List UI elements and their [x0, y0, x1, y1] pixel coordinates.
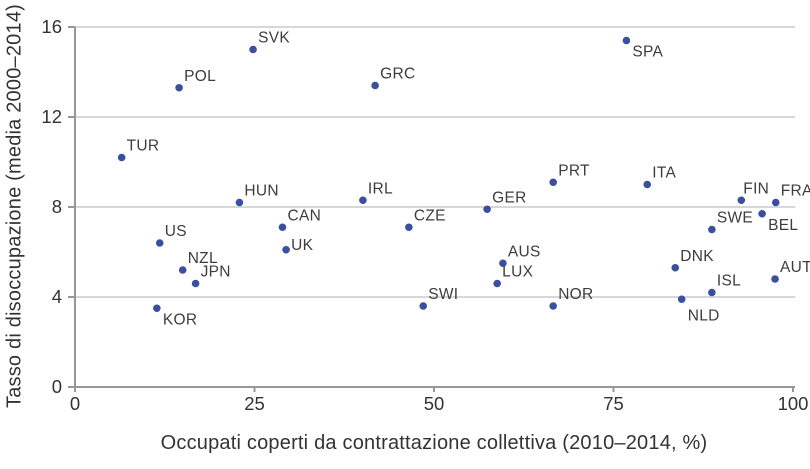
data-point-kor	[153, 304, 161, 313]
y-tick-label: 4	[52, 286, 62, 307]
point-label-uk: UK	[291, 237, 313, 254]
point-label-aut: AUT	[780, 259, 810, 276]
data-point-nor	[549, 302, 557, 310]
x-tick-label: 25	[244, 393, 265, 414]
point-label-aus: AUS	[508, 243, 541, 260]
data-point-pol	[175, 83, 183, 92]
point-label-hun: HUN	[244, 183, 278, 200]
data-point-hun	[235, 198, 244, 207]
x-tick-label: 0	[70, 393, 80, 414]
data-point-svk	[249, 45, 257, 54]
data-point-swi	[419, 302, 428, 310]
point-label-grc: GRC	[380, 66, 415, 83]
y-tick-label: 8	[52, 196, 62, 217]
point-label-fin: FIN	[743, 180, 769, 197]
point-label-cze: CZE	[414, 207, 446, 224]
point-label-swe: SWE	[717, 210, 753, 227]
point-label-us: US	[165, 223, 187, 240]
point-label-nld: NLD	[688, 307, 720, 324]
data-point-nzl	[178, 266, 187, 274]
point-label-lux: LUX	[502, 264, 533, 281]
point-label-swi: SWI	[428, 286, 458, 303]
point-label-irl: IRL	[368, 180, 393, 197]
data-point-fin	[737, 196, 746, 205]
point-label-bel: BEL	[768, 217, 798, 234]
data-point-aus	[499, 259, 507, 268]
data-point-lux	[493, 279, 501, 288]
data-point-ger	[483, 205, 491, 214]
data-point-bel	[758, 209, 766, 218]
point-label-ger: GER	[492, 189, 526, 206]
point-label-jpn: JPN	[201, 264, 231, 281]
data-point-dnk	[671, 263, 680, 272]
x-axis-title: Occupati coperti da contrattazione colle…	[160, 432, 708, 454]
point-label-nzl: NZL	[188, 250, 218, 267]
x-tick-label: 50	[424, 393, 445, 414]
point-label-kor: KOR	[163, 311, 198, 328]
point-label-prt: PRT	[558, 162, 590, 179]
x-tick-label: 75	[603, 393, 624, 414]
point-label-dnk: DNK	[680, 248, 714, 265]
data-point-jpn	[191, 279, 200, 288]
data-point-ita	[643, 180, 652, 189]
y-tick-label: 0	[52, 376, 62, 397]
data-point-grc	[371, 81, 379, 90]
point-label-nor: NOR	[558, 286, 593, 303]
data-point-can	[278, 223, 287, 232]
data-point-spa	[622, 36, 631, 45]
y-tick-label: 12	[41, 106, 62, 127]
point-label-isl: ISL	[717, 273, 741, 290]
data-point-isl	[708, 288, 716, 297]
y-tick-label: 16	[41, 16, 62, 37]
data-point-aut	[771, 275, 779, 283]
data-point-irl	[359, 196, 367, 205]
data-point-uk	[282, 245, 290, 254]
x-tick-label: 100	[778, 393, 809, 414]
data-point-swe	[708, 225, 716, 234]
point-label-pol: POL	[184, 68, 216, 85]
data-point-us	[155, 239, 164, 247]
data-point-tur	[117, 153, 126, 162]
point-label-spa: SPA	[632, 44, 663, 61]
point-label-svk: SVK	[258, 30, 290, 47]
point-label-tur: TUR	[127, 138, 160, 155]
point-label-fra: FRA	[781, 183, 810, 200]
data-point-prt	[549, 178, 557, 187]
data-point-cze	[405, 223, 413, 232]
data-point-nld	[677, 295, 686, 304]
data-point-fra	[771, 198, 780, 207]
point-label-can: CAN	[288, 207, 322, 224]
point-label-ita: ITA	[652, 165, 676, 182]
